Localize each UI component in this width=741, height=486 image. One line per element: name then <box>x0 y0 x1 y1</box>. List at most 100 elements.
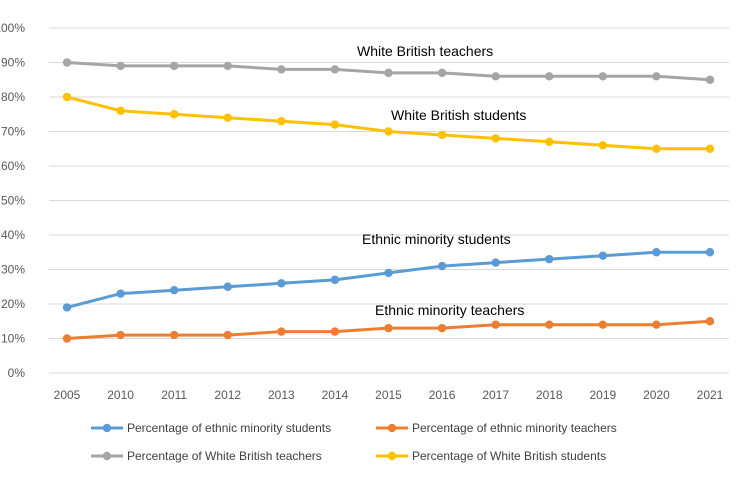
data-point <box>277 65 286 74</box>
data-point <box>545 320 554 329</box>
x-tick-label: 2011 <box>161 388 187 402</box>
x-tick-label: 2010 <box>107 388 134 402</box>
data-point <box>491 320 500 329</box>
legend-label: Percentage of ethnic minority teachers <box>412 421 617 435</box>
x-tick-label: 2019 <box>589 388 616 402</box>
data-point <box>223 282 232 291</box>
data-point <box>62 92 72 102</box>
y-tick-label: 0% <box>8 366 26 380</box>
y-tick-label: 70% <box>1 125 25 139</box>
data-point <box>384 323 393 333</box>
x-tick-label: 2017 <box>482 388 509 402</box>
data-point <box>62 58 72 67</box>
legend: Percentage of ethnic minority students Pe… <box>91 421 617 463</box>
legend-swatch-marker <box>387 451 397 461</box>
legend-entry: Percentage of White British students <box>376 449 606 463</box>
data-point <box>116 330 125 340</box>
data-point <box>437 68 447 78</box>
data-point <box>330 327 340 336</box>
data-point <box>62 303 72 312</box>
x-tick-label: 2012 <box>214 388 241 402</box>
data-point <box>330 120 340 129</box>
series <box>62 248 715 312</box>
legend-entry: Percentage of White British teachers <box>91 449 322 463</box>
y-tick-label: 40% <box>1 228 25 242</box>
data-point <box>277 116 286 126</box>
data-point <box>598 251 608 260</box>
data-point <box>169 110 179 119</box>
legend-swatch-marker <box>387 423 397 433</box>
data-point <box>705 75 715 84</box>
legend-label: Percentage of White British students <box>412 449 606 463</box>
data-point <box>116 289 125 298</box>
y-tick-label: 30% <box>1 263 25 277</box>
data-point <box>491 72 500 81</box>
legend-label: Percentage of White British teachers <box>127 449 322 463</box>
data-point <box>598 72 608 81</box>
y-tick-label: 60% <box>1 159 25 173</box>
data-point <box>384 127 393 136</box>
series-line <box>65 95 712 151</box>
series-lines <box>62 58 715 343</box>
y-tick-label: 90% <box>1 56 25 70</box>
x-tick-label: 2005 <box>54 388 81 402</box>
data-point <box>545 137 554 147</box>
annotations: White British teachers White British stud… <box>357 43 526 318</box>
data-point <box>652 248 661 257</box>
data-point <box>598 141 608 150</box>
y-axis-ticks: 0% 10% 20% 30% 40% 50% 60% 70% 80% 90% 100% <box>0 21 25 380</box>
data-point <box>598 320 608 329</box>
data-point <box>223 113 232 122</box>
x-tick-label: 2021 <box>697 388 724 402</box>
data-point <box>491 258 500 267</box>
x-tick-label: 2016 <box>429 388 456 402</box>
data-point <box>277 327 286 336</box>
x-axis-ticks: 2005 2010 2011 2012 2013 2014 2015 2016 2017 2018… <box>54 388 724 402</box>
annotation-label: White British teachers <box>357 43 493 59</box>
data-point <box>705 144 715 153</box>
legend-entry: Percentage of ethnic minority teachers <box>376 421 617 435</box>
data-point <box>545 72 554 81</box>
legend-swatch-marker <box>102 451 112 461</box>
data-point <box>437 261 447 271</box>
data-point <box>116 106 125 116</box>
data-point <box>223 61 232 71</box>
data-point <box>652 320 661 329</box>
y-tick-label: 50% <box>1 194 25 208</box>
y-tick-label: 20% <box>1 297 25 311</box>
data-point <box>330 275 340 285</box>
legend-label: Percentage of ethnic minority students <box>127 421 331 435</box>
y-tick-label: 100% <box>0 21 25 35</box>
data-point <box>545 254 554 264</box>
data-point <box>652 72 661 81</box>
data-point <box>705 317 715 326</box>
data-point <box>223 330 232 340</box>
data-point <box>169 61 179 71</box>
annotation-label: Ethnic minority students <box>362 231 511 247</box>
data-point <box>169 330 179 340</box>
x-tick-label: 2020 <box>643 388 670 402</box>
data-point <box>277 279 286 288</box>
data-point <box>62 334 72 343</box>
legend-swatch-marker <box>102 423 112 433</box>
gridlines <box>49 27 729 374</box>
data-point <box>652 144 661 153</box>
data-point <box>384 268 393 278</box>
y-tick-label: 10% <box>1 332 25 346</box>
series-line <box>65 250 712 309</box>
x-tick-label: 2014 <box>322 388 349 402</box>
series <box>62 58 715 84</box>
x-tick-label: 2013 <box>268 388 295 402</box>
x-tick-label: 2015 <box>375 388 402 402</box>
data-point <box>169 286 179 295</box>
data-point <box>491 134 500 143</box>
data-point <box>705 248 715 257</box>
series <box>62 317 715 343</box>
data-point <box>437 130 447 140</box>
data-point <box>437 323 447 333</box>
y-tick-label: 80% <box>1 90 25 104</box>
data-point <box>116 61 125 71</box>
legend-entry: Percentage of ethnic minority students <box>91 421 331 435</box>
annotation-label: White British students <box>391 107 526 123</box>
